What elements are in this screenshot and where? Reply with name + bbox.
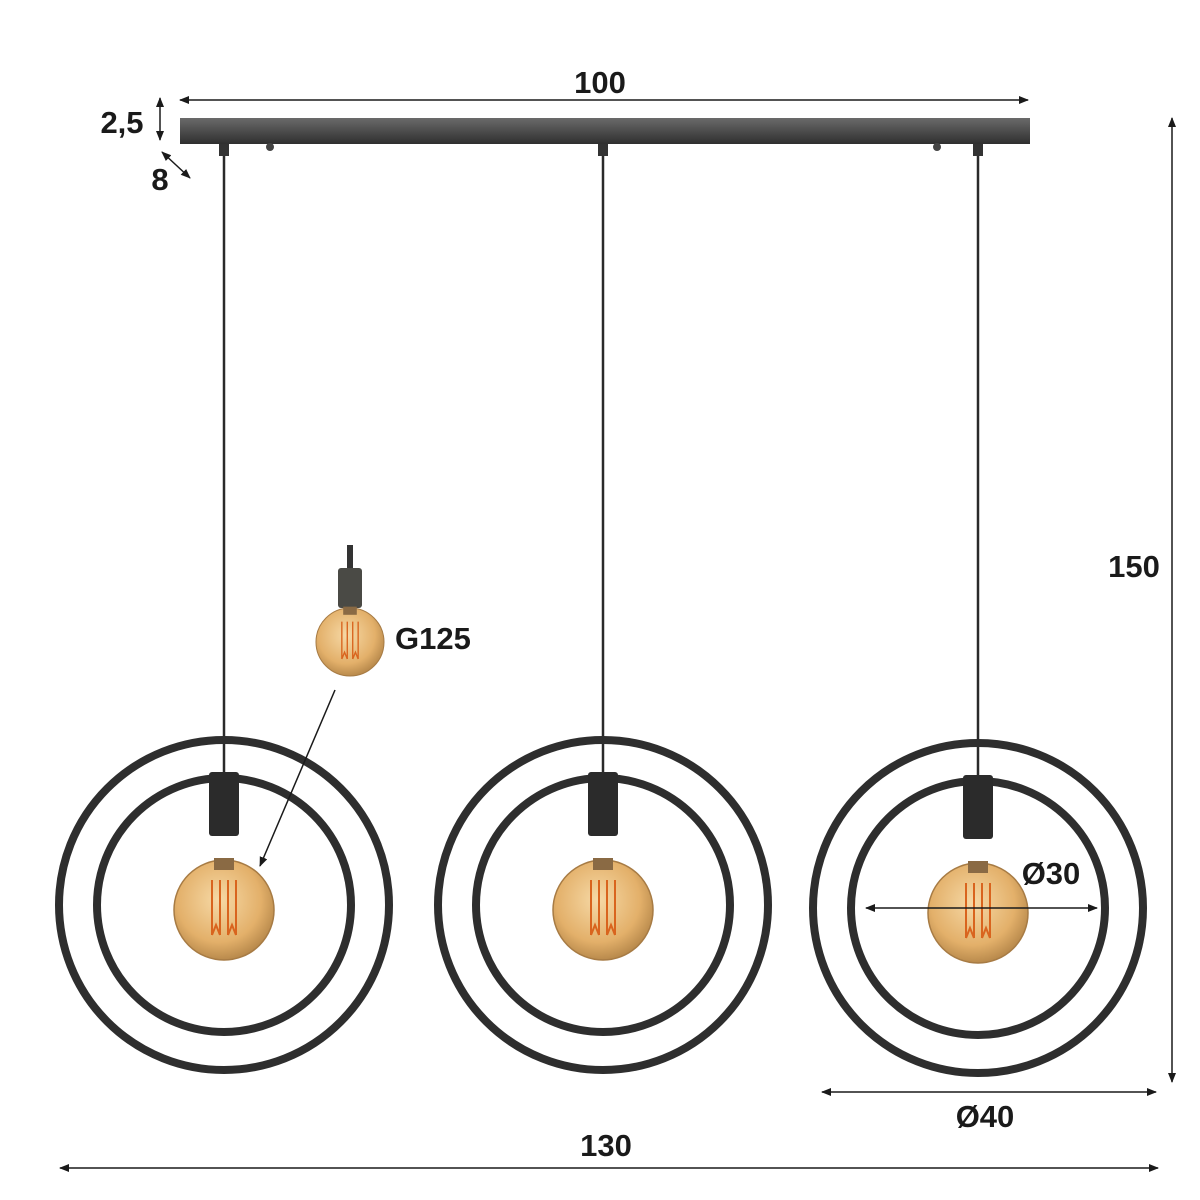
bar-depth-label: 8 [151,162,168,197]
bar-length-label: 100 [574,65,626,100]
bulb-type-label: G125 [395,621,471,656]
ceiling-bar [180,118,1030,151]
bar-depth-arrow [161,151,191,179]
total-height-label: 150 [1108,549,1160,584]
pendant-middle [438,740,768,1070]
pendant-left [59,740,389,1070]
inner-ring-diameter-label: Ø30 [1022,856,1081,891]
total-width-label: 130 [580,1128,632,1163]
dimension-lines [59,96,1176,1172]
bar-height-label: 2,5 [100,105,143,140]
outer-ring-diameter-label: Ø40 [956,1099,1015,1134]
suspension-cords [219,144,983,775]
g125-bulb-illustration [259,545,385,867]
